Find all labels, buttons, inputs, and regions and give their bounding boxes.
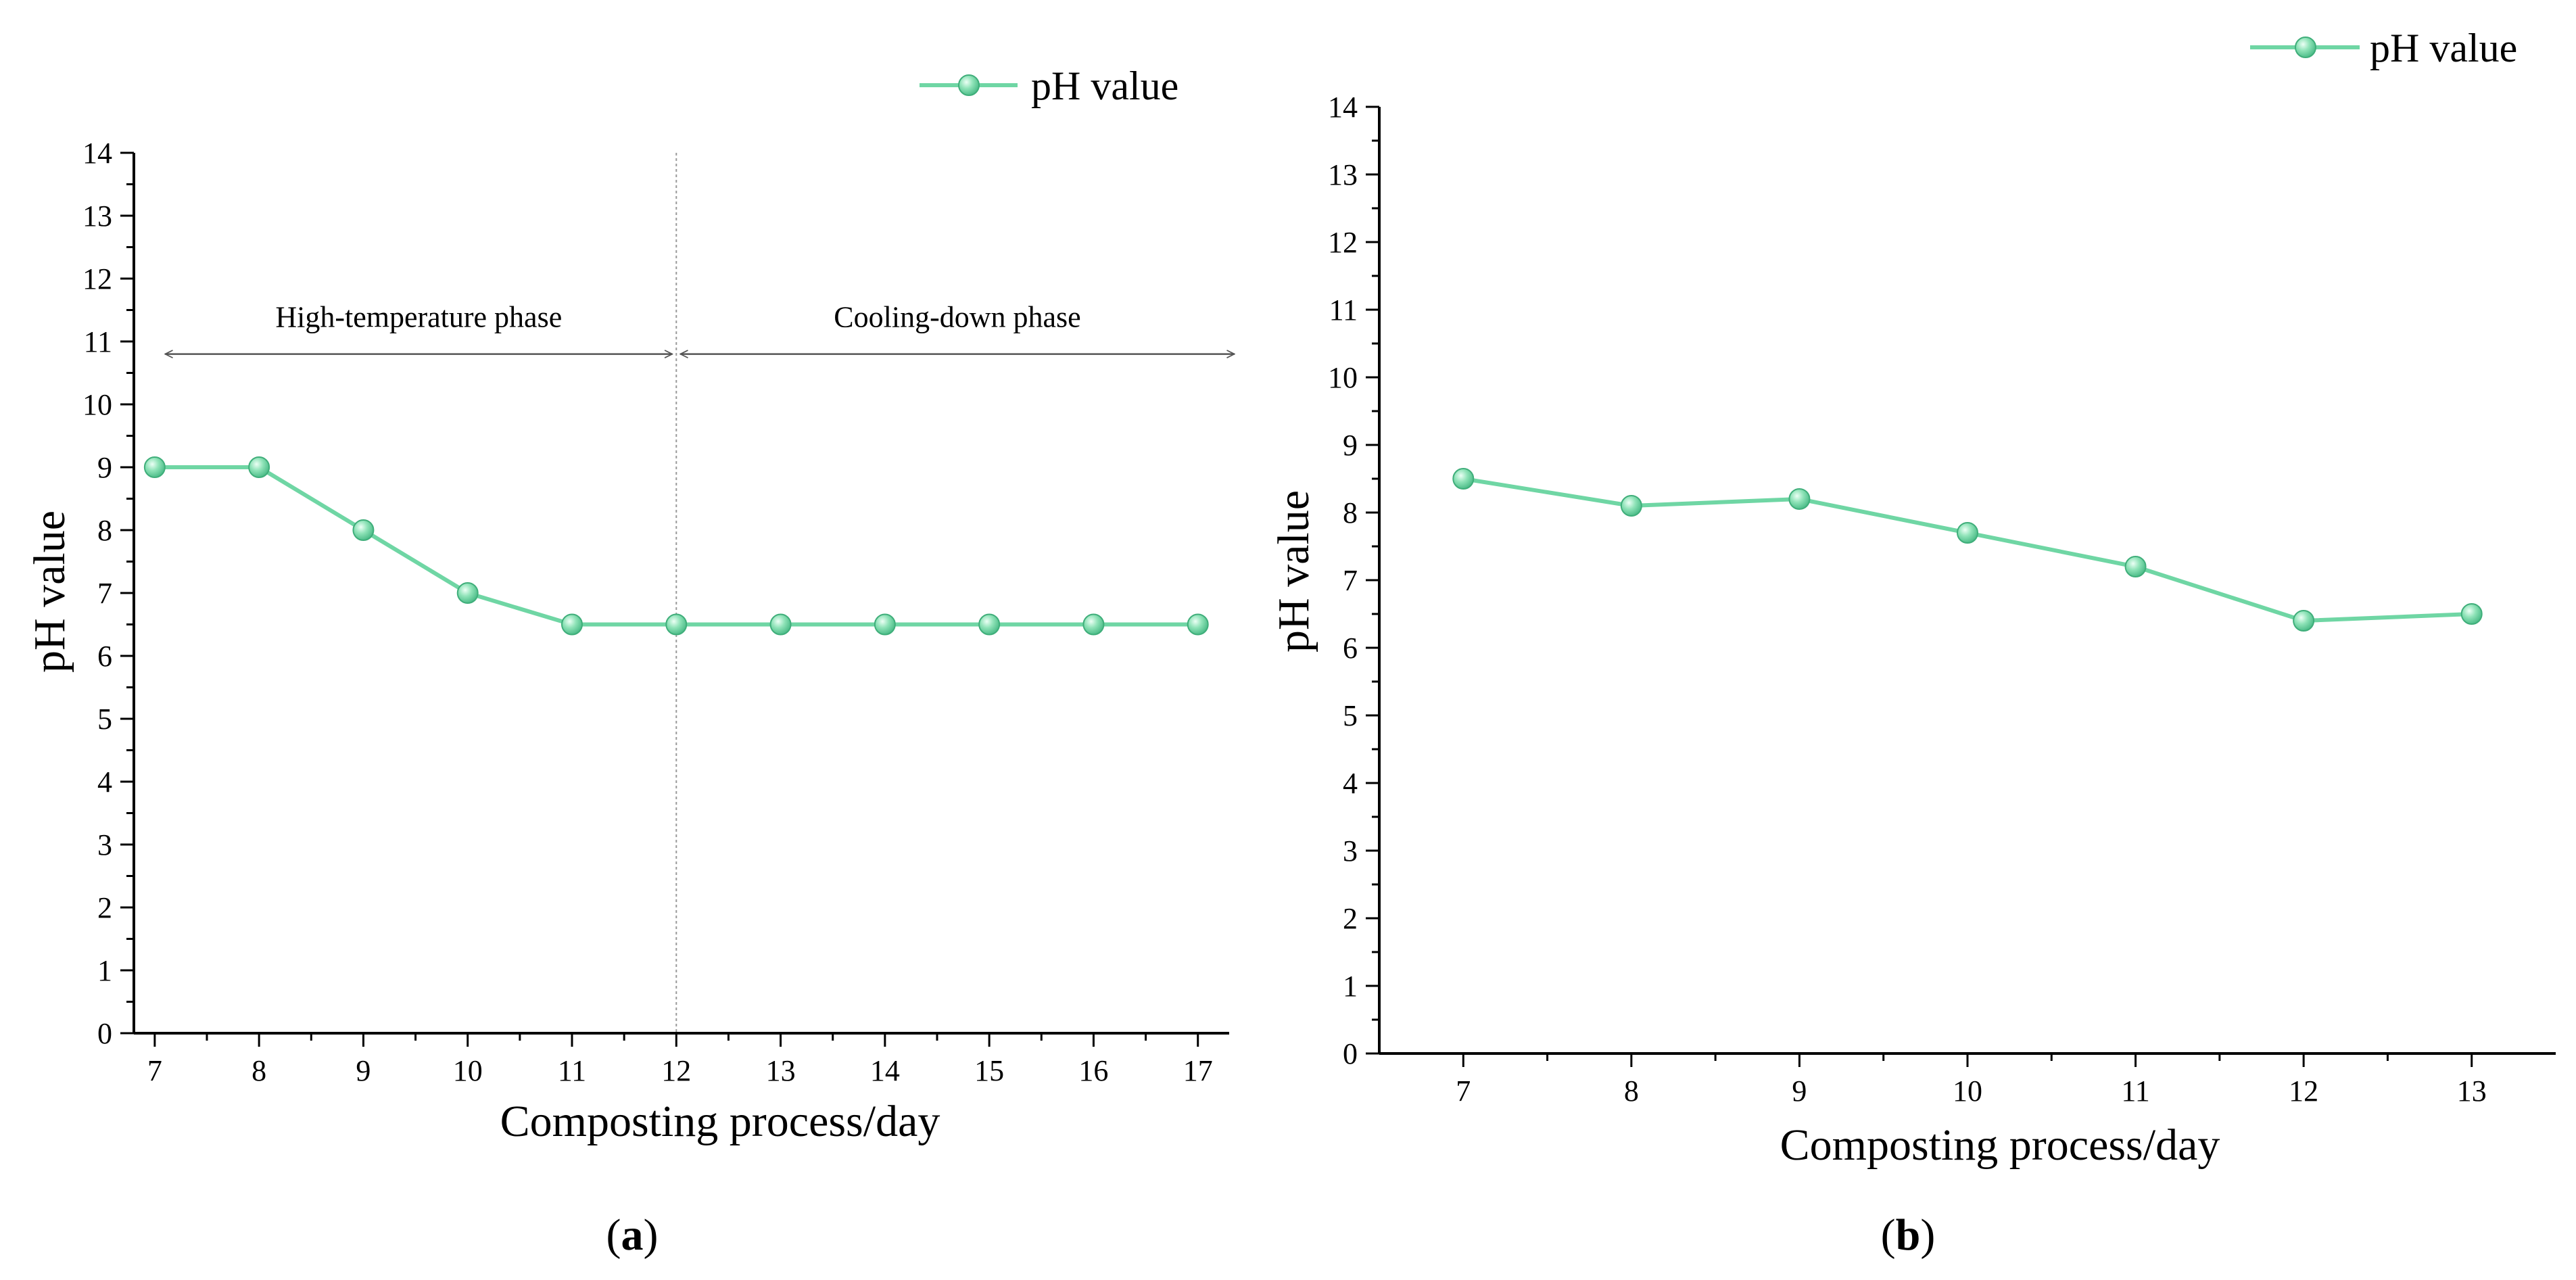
panel-a-x-tick-label: 16 xyxy=(1078,1054,1108,1087)
panel-a-data-point xyxy=(665,613,688,636)
panel-a-x-tick-label: 11 xyxy=(558,1054,586,1087)
panel-a-legend-label: pH value xyxy=(1031,64,1178,108)
panel-b-y-tick-label: 13 xyxy=(1328,158,1358,191)
panel-a-data-point xyxy=(978,613,1001,636)
panel-b-y-tick-label: 14 xyxy=(1328,91,1358,124)
panel-a-y-tick-label: 1 xyxy=(97,954,112,987)
panel-b-data-point xyxy=(1957,522,1978,544)
panel-b-x-axis-title: Composting process/day xyxy=(1780,1120,2220,1170)
panel-a-chart: Composting process/day pH value pH value… xyxy=(25,64,1235,1146)
panel-a-y-tick-label: 6 xyxy=(97,640,112,673)
panel-b-y-tick-label: 9 xyxy=(1343,429,1358,462)
panel-a-y-tick-label: 7 xyxy=(97,577,112,610)
panel-a-data-point xyxy=(248,456,270,478)
panel-b-label-letter: b xyxy=(1896,1210,1921,1260)
panel-a-x-tick-label: 9 xyxy=(356,1054,371,1087)
panel-a-data-point xyxy=(456,582,479,604)
panel-b-legend-label: pH value xyxy=(2370,26,2517,70)
panel-b-data-point xyxy=(1620,495,1642,517)
panel-b-x-tick-label: 7 xyxy=(1456,1074,1471,1108)
panel-a-y-tick-label: 12 xyxy=(82,262,112,295)
panel-a-x-tick-label: 12 xyxy=(661,1054,691,1087)
panel-a-y-tick-label: 13 xyxy=(82,199,112,233)
panel-a-y-tick-label: 10 xyxy=(82,388,112,421)
panel-b-x-tick-label: 9 xyxy=(1792,1074,1807,1108)
panel-b-x-tick-label: 12 xyxy=(2289,1074,2318,1108)
panel-a-data-point xyxy=(352,519,375,541)
panel-a-y-tick-label: 2 xyxy=(97,891,112,924)
panel-b-data-point xyxy=(2124,556,2147,577)
panel-a-y-tick-label: 4 xyxy=(97,765,112,799)
panel-a-x-tick-label: 7 xyxy=(147,1054,162,1087)
panel-a-y-tick-label: 8 xyxy=(97,514,112,547)
panel-b-data-point xyxy=(1452,468,1475,490)
panel-b-y-tick-label: 1 xyxy=(1343,970,1358,1003)
panel-b-y-tick-label: 6 xyxy=(1343,632,1358,665)
panel-a-x-tick-label: 14 xyxy=(870,1054,900,1087)
panel-a-x-axis-title: Composting process/day xyxy=(500,1097,940,1146)
panel-b-x-tick-label: 8 xyxy=(1624,1074,1639,1108)
panel-a-y-tick-label: 3 xyxy=(97,828,112,861)
panel-b-y-tick-label: 5 xyxy=(1343,699,1358,732)
panel-a-y-axis-title: pH value xyxy=(25,511,74,673)
panel-b-y-tick-label: 3 xyxy=(1343,834,1358,868)
panel-b-y-tick-label: 2 xyxy=(1343,902,1358,935)
panel-b-y-axis-title: pH value xyxy=(1269,490,1318,653)
panel-a-data-point xyxy=(143,456,166,478)
panel-a-data-point xyxy=(874,613,896,636)
panel-b-y-tick-label: 7 xyxy=(1343,564,1358,597)
panel-a-data-point xyxy=(561,613,583,636)
panel-b-chart: Composting process/day pH value pH value… xyxy=(1269,26,2556,1170)
panel-a-legend-marker xyxy=(958,74,980,96)
panel-a-data-point xyxy=(1187,613,1209,636)
panel-a-data-point xyxy=(1082,613,1105,636)
panel-a-y-tick-label: 9 xyxy=(97,451,112,484)
panel-a-x-tick-label: 15 xyxy=(974,1054,1004,1087)
panel-b-data-point xyxy=(2460,603,2483,625)
panel-a-phase-label: Cooling-down phase xyxy=(834,301,1080,334)
panel-b-y-tick-label: 11 xyxy=(1329,293,1358,327)
panel-b-x-tick-label: 11 xyxy=(2121,1074,2149,1108)
panel-b-legend-marker xyxy=(2295,37,2316,58)
panel-b-y-tick-label: 8 xyxy=(1343,496,1358,529)
panel-b-y-tick-label: 10 xyxy=(1328,361,1358,394)
panel-a-y-tick-label: 5 xyxy=(97,703,112,736)
panel-a-y-tick-label: 11 xyxy=(84,325,112,358)
panel-b-y-tick-label: 0 xyxy=(1343,1037,1358,1070)
panel-a-x-tick-label: 17 xyxy=(1183,1054,1213,1087)
panel-a-y-tick-label: 14 xyxy=(82,137,112,170)
panel-b-y-tick-label: 4 xyxy=(1343,767,1358,800)
panel-b-legend: pH value xyxy=(2250,26,2517,70)
panel-b-series-line xyxy=(1462,477,2472,623)
panel-b-x-tick-label: 13 xyxy=(2457,1074,2487,1108)
panel-b-data-point xyxy=(2293,610,2315,632)
panel-a-x-tick-label: 8 xyxy=(252,1054,266,1087)
panel-a-data-point xyxy=(769,613,792,636)
panel-a-phase-label: High-temperature phase xyxy=(275,301,562,334)
panel-a-x-tick-label: 10 xyxy=(453,1054,483,1087)
panel-a-label-letter: a xyxy=(621,1210,644,1260)
panel-a-legend: pH value xyxy=(920,64,1178,108)
panel-a-x-tick-label: 13 xyxy=(766,1054,796,1087)
panel-a-label: (a) xyxy=(606,1210,659,1260)
panel-b-x-tick-label: 10 xyxy=(1953,1074,1982,1108)
panel-b-y-tick-label: 12 xyxy=(1328,226,1358,259)
panel-b-data-point xyxy=(1788,488,1811,510)
panel-a-y-tick-label: 0 xyxy=(97,1017,112,1050)
panel-b-label: (b) xyxy=(1881,1210,1936,1260)
